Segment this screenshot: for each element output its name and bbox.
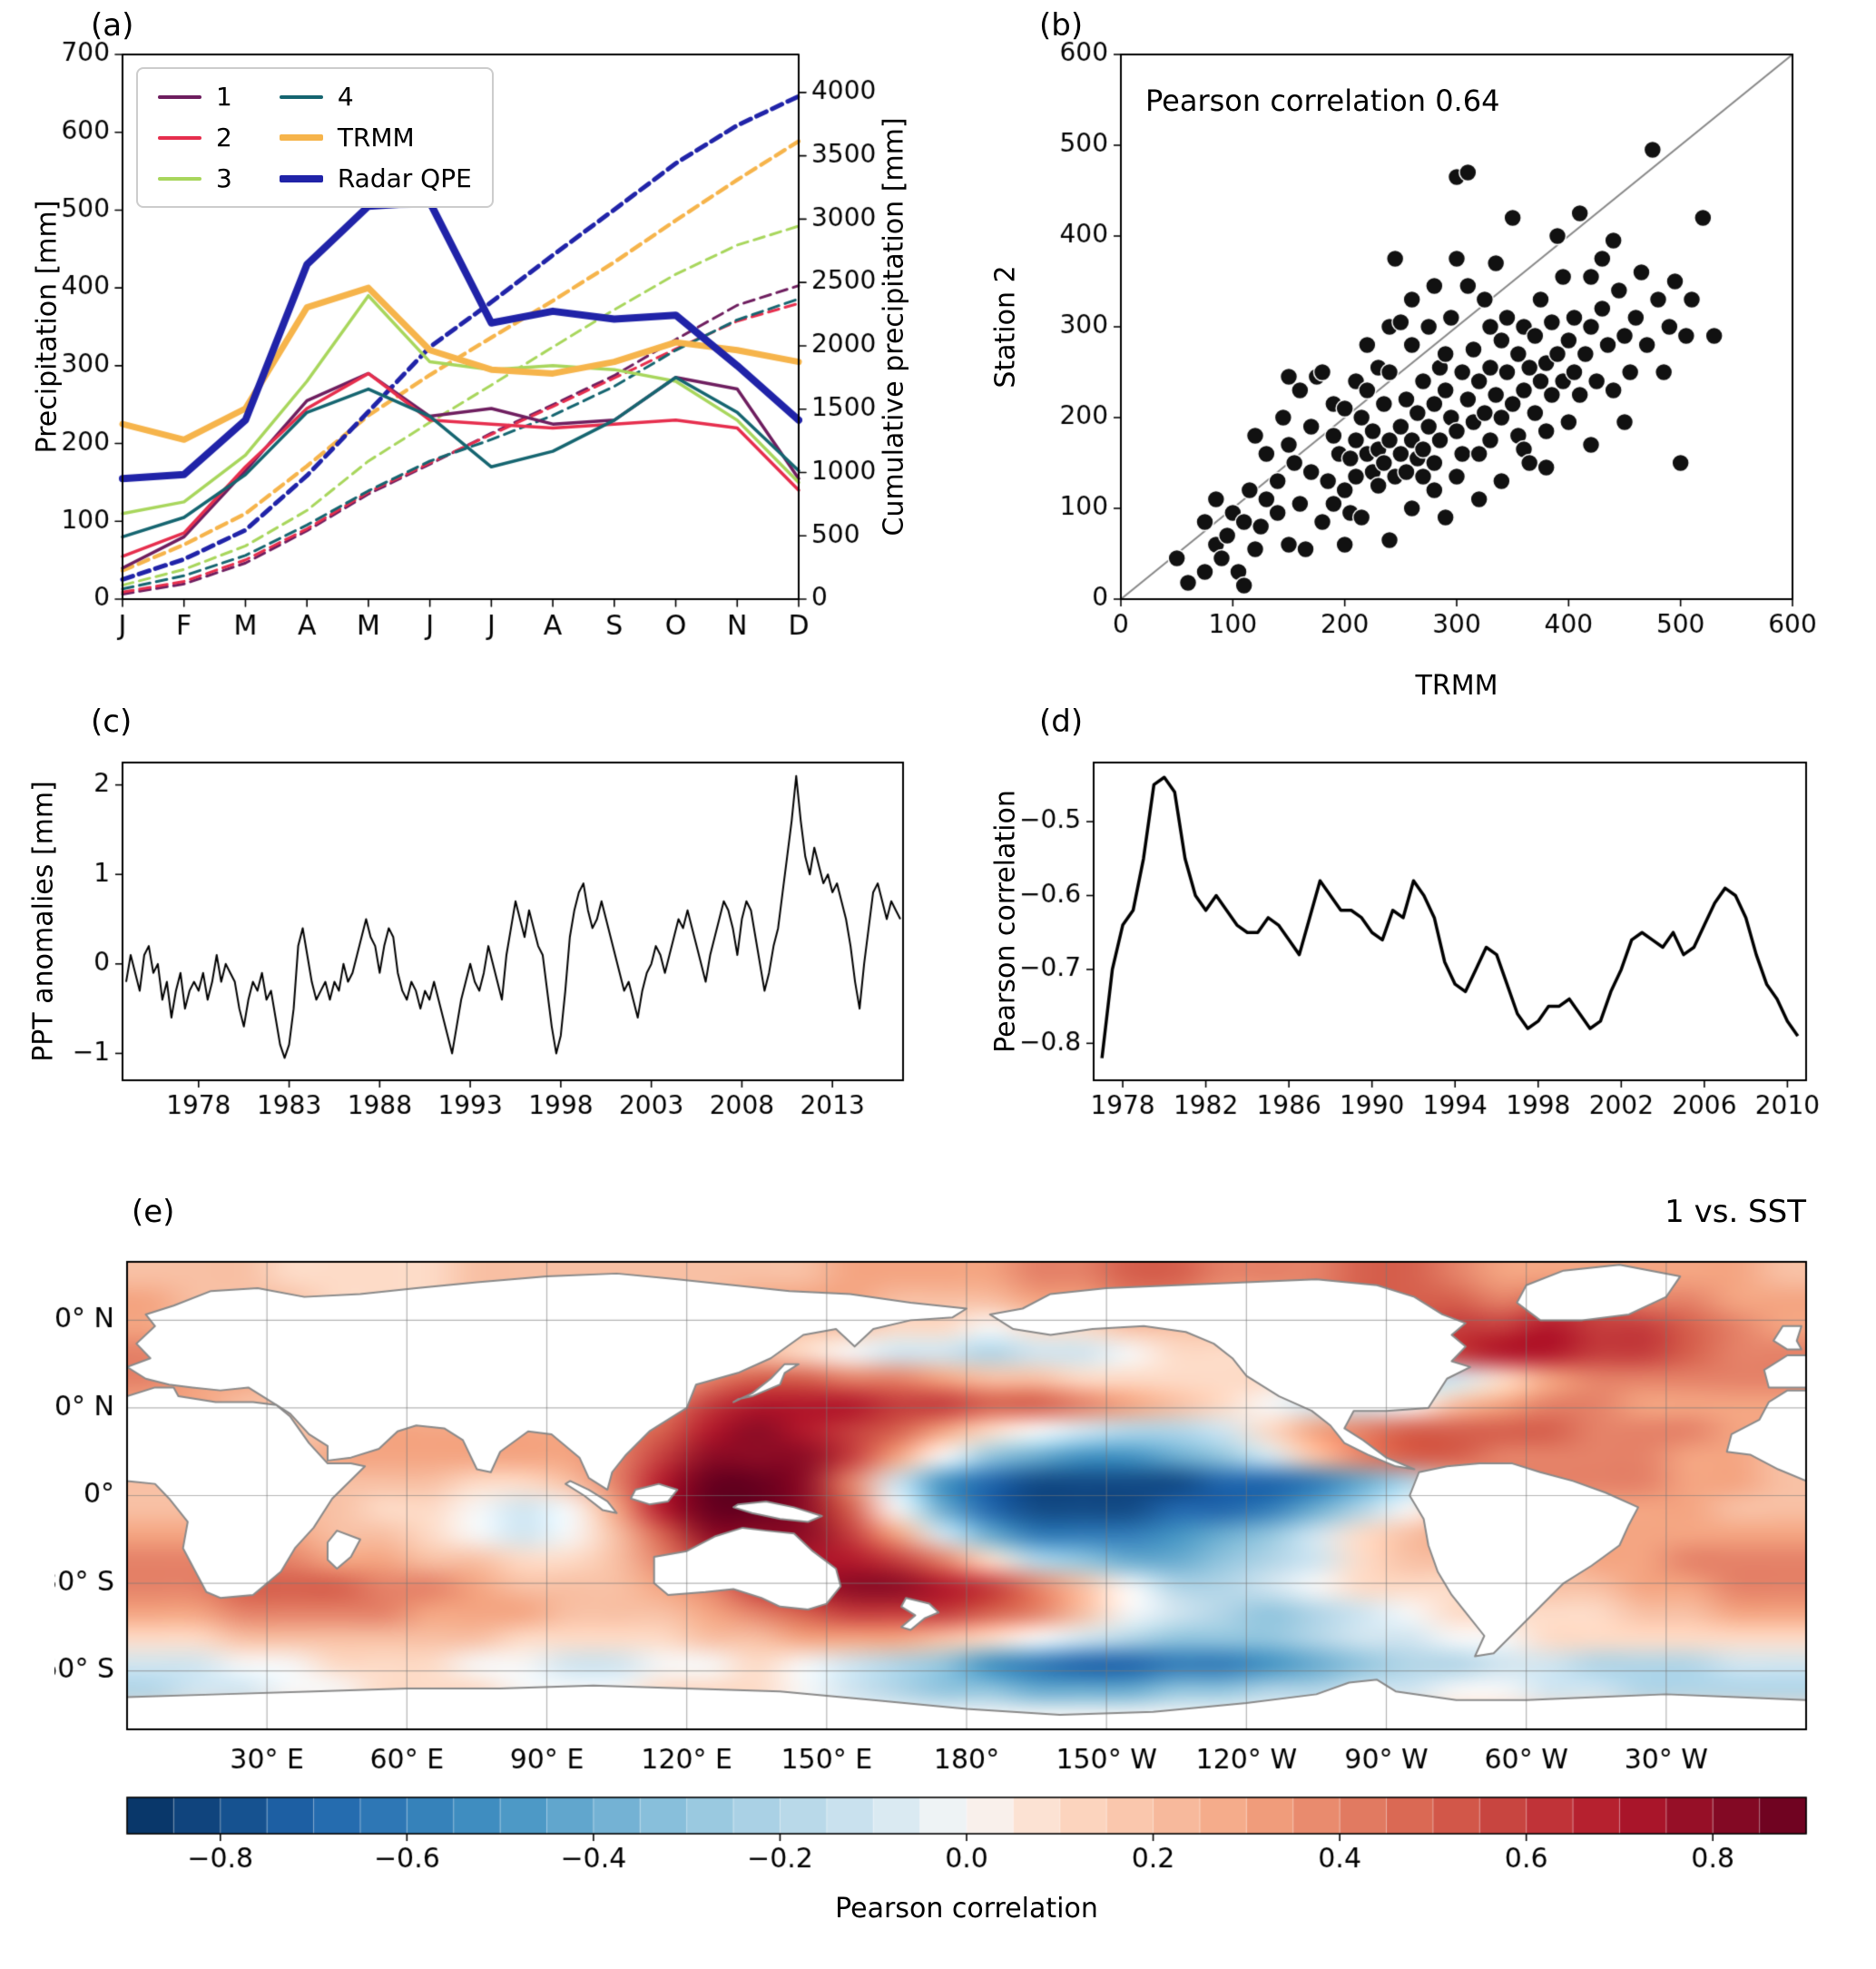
panel-b-xlabel: TRMM [1415, 670, 1498, 702]
panel-d-label: (d) [1039, 704, 1084, 740]
legend-item-label: 2 [216, 123, 232, 153]
legend-item-1: 1 [158, 82, 232, 112]
legend-item-radar-qpe: Radar QPE [279, 163, 472, 193]
panel-a-ylabel-right: Cumulative precipitation [mm] [878, 117, 910, 537]
panel-c-ylabel: PPT anomalies [mm] [27, 781, 60, 1062]
colorbar-title: Pearson correlation [835, 1893, 1098, 1925]
panel-b-plot [976, 18, 1847, 708]
legend-item-4: 4 [279, 82, 472, 112]
legend-line-swatch [158, 176, 201, 181]
colorbar [54, 1784, 1870, 1893]
legend-item-label: TRMM [337, 123, 415, 153]
pearson-annotation: Pearson correlation 0.64 [1145, 84, 1500, 118]
panel-a-ylabel-left: Precipitation [mm] [31, 200, 64, 454]
panel-e-label: (e) [132, 1194, 175, 1230]
legend-item-label: Radar QPE [337, 163, 472, 193]
legend-item-3: 3 [158, 163, 232, 193]
legend-item-label: 4 [337, 82, 354, 112]
legend-line-swatch [158, 94, 201, 99]
legend-line-swatch [279, 134, 323, 141]
legend-item-label: 3 [216, 163, 232, 193]
legend-item-trmm: TRMM [279, 123, 472, 153]
panel-c-label: (c) [91, 704, 133, 740]
panel-e-map [54, 1235, 1870, 1797]
panel-c-plot [27, 735, 935, 1171]
legend-line-swatch [279, 174, 323, 182]
panel-b-ylabel: Station 2 [989, 265, 1022, 389]
legend-item-label: 1 [216, 82, 232, 112]
panel-d-ylabel: Pearson correlation [989, 790, 1022, 1053]
legend: 1 2 3 4 TRMM Radar QPE [136, 67, 494, 208]
panel-b-label: (b) [1039, 7, 1084, 44]
legend-line-swatch [279, 94, 323, 99]
map-corner-title: 1 vs. SST [1665, 1194, 1806, 1230]
legend-item-2: 2 [158, 123, 232, 153]
panel-a-label: (a) [91, 7, 134, 44]
panel-d-plot [976, 735, 1847, 1171]
legend-line-swatch [158, 135, 201, 140]
